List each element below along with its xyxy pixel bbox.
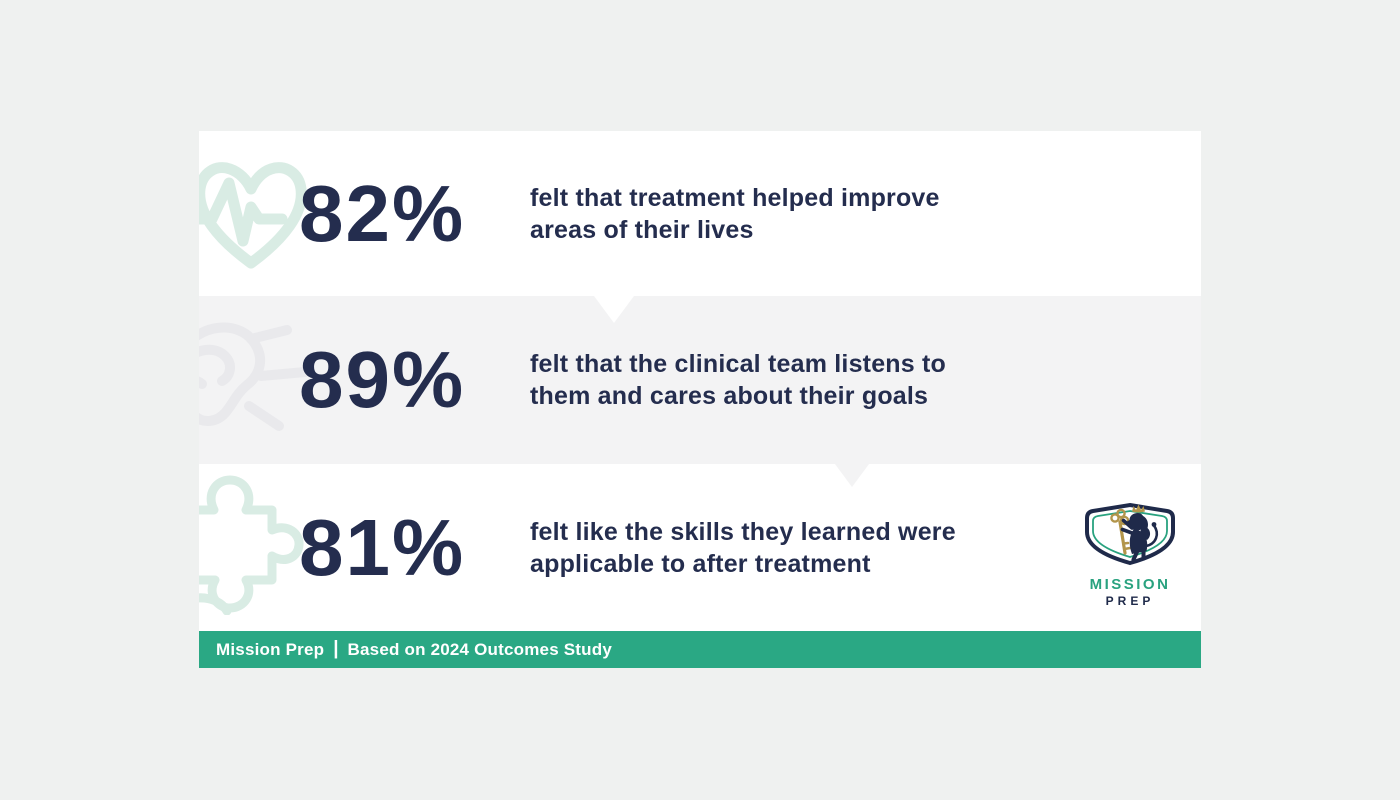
stat-row-treatment-improvement: 82% felt that treatment helped improve a… (199, 131, 1201, 296)
stat-description-line1: felt like the skills they learned were (530, 517, 956, 546)
stat-description: felt that treatment helped improve areas… (530, 182, 1050, 246)
stat-description-line1: felt that treatment helped improve (530, 183, 940, 212)
shield-lion-crown-key-icon (1085, 502, 1175, 566)
stat-description-line2: them and cares about their goals (530, 382, 929, 410)
footer-source-bar: Mission Prep | Based on 2024 Outcomes St… (199, 631, 1201, 668)
stat-description-line1: felt that the clinical team listens to (530, 350, 947, 378)
footer-brand: Mission Prep (216, 639, 325, 659)
logo-subtitle: PREP (1105, 594, 1155, 608)
mission-prep-logo: MISSION PREP (1077, 502, 1183, 608)
stat-description: felt like the skills they learned were a… (530, 516, 1050, 580)
footer-separator: | (333, 637, 339, 659)
stat-percent: 82% (299, 168, 466, 258)
stat-percent: 81% (299, 502, 466, 592)
outcomes-infographic-card: 82% felt that treatment helped improve a… (199, 131, 1201, 668)
stat-percent: 89% (299, 335, 466, 424)
stat-description-line2: applicable to after treatment (530, 549, 871, 578)
pointer-triangle-row2 (835, 464, 869, 487)
stat-row-skills-applicable: 81% felt like the skills they learned we… (199, 464, 1201, 631)
logo-title: MISSION (1089, 576, 1171, 593)
stat-description: felt that the clinical team listens to t… (530, 348, 1050, 412)
stat-row-clinical-team: 89% felt that the clinical team listens … (199, 296, 1201, 464)
stat-description-line2: areas of their lives (530, 215, 754, 244)
pointer-triangle-row1 (594, 296, 634, 323)
footer-note: Based on 2024 Outcomes Study (347, 639, 612, 659)
